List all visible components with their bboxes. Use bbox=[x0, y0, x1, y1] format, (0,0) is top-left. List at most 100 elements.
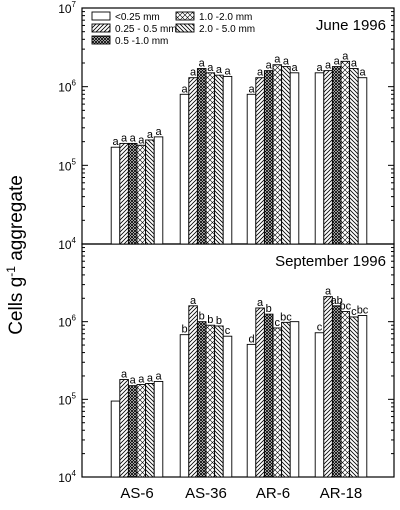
panel-1-title: June 1996 bbox=[316, 17, 386, 34]
panel-2-y-tick-label: 105 bbox=[58, 391, 76, 407]
panel-2-bar-letter: c bbox=[225, 325, 231, 337]
panel-1-bar-AR-18-1 bbox=[314, 72, 325, 245]
y-tick-label-base: 10 bbox=[58, 81, 72, 95]
panel-1-bar-AS-6-4 bbox=[136, 144, 147, 245]
panel-1-bar-AS-36-3 bbox=[196, 68, 207, 245]
panel-1-bar-letter: a bbox=[283, 56, 290, 68]
panel-1-bar-letter: a bbox=[216, 64, 223, 76]
panel-1-y-tick-label: 107 bbox=[58, 0, 76, 16]
y-tick-label-exponent: 7 bbox=[72, 0, 77, 9]
legend-label: 0.25 - 0.5 mm bbox=[115, 24, 177, 35]
panel-2-bar-AR-6-2 bbox=[255, 307, 265, 478]
legend-swatch bbox=[175, 23, 195, 33]
panel-1-bar-letter: a bbox=[130, 132, 137, 144]
panel-2-bar-AR-6-1 bbox=[246, 343, 257, 478]
panel-1-bar-AR-6-4 bbox=[272, 64, 283, 245]
panel-2-bar-letter: a bbox=[325, 286, 332, 298]
panel-2-bar-letter: a bbox=[138, 374, 145, 386]
panel-2-bar-AR-18-6 bbox=[357, 315, 368, 478]
panel-1-bar-letter: a bbox=[359, 67, 366, 79]
panel-1-bar-AR-6-2 bbox=[255, 77, 265, 245]
y-tick-label-base: 10 bbox=[58, 238, 72, 252]
panel-2-title: September 1996 bbox=[275, 253, 386, 270]
panel-1-bar-letter: a bbox=[351, 58, 358, 70]
panel-2-bar-AR-18-1 bbox=[314, 332, 325, 478]
panel-1-bar-AS-6-3 bbox=[127, 142, 138, 245]
y-axis-label-word: Cells g bbox=[6, 277, 27, 335]
panel-2-bar-AS-36-4 bbox=[205, 324, 216, 478]
y-tick-label-exponent: 6 bbox=[72, 314, 77, 323]
panel-1-bar-letter: a bbox=[274, 54, 281, 66]
y-tick-label-exponent: 4 bbox=[72, 469, 77, 478]
panel-2-bar-letter: a bbox=[155, 370, 162, 382]
panel-2-frame bbox=[81, 243, 395, 478]
panel-2-bar-letter: b bbox=[199, 311, 205, 323]
panel-1-bar-letter: a bbox=[342, 50, 349, 62]
panel-1-bar-AR-18-3 bbox=[331, 66, 342, 245]
panel-2-y-tick-label: 104 bbox=[58, 469, 76, 485]
y-tick-label-base: 10 bbox=[58, 393, 72, 407]
panel-1-bar-AR-6-6 bbox=[289, 72, 300, 245]
panel-1-bar-letter: a bbox=[248, 83, 255, 95]
panel-1-bar-letter: a bbox=[112, 136, 119, 148]
y-axis-label: Cells g-1 aggregate bbox=[4, 175, 27, 335]
panel-1-bar-letter: a bbox=[138, 134, 145, 146]
y-axis-label-exponent: -1 bbox=[4, 266, 18, 277]
panel-2-bar-letter: c bbox=[317, 322, 323, 334]
panel-1-bar-letter: a bbox=[121, 132, 128, 144]
panel-1-y-tick-label: 105 bbox=[58, 157, 76, 173]
panel-1-bar-letter: a bbox=[257, 67, 264, 79]
panel-1-bar-letter: a bbox=[224, 65, 231, 77]
panel-1-y-tick-label: 106 bbox=[58, 79, 76, 95]
panel-1-bar-letter: a bbox=[291, 62, 298, 74]
panel-2-bar-AS-6-5 bbox=[145, 383, 155, 478]
panel-2-bar-letter: d bbox=[248, 333, 254, 345]
panel-1-bar-AS-36-2 bbox=[188, 77, 198, 245]
panel-2-bar-AS-36-5 bbox=[214, 325, 224, 478]
panel-2-y-tick-label: 106 bbox=[58, 314, 76, 330]
y-tick-label-base: 10 bbox=[58, 471, 72, 485]
panel-2-bar-AR-18-4 bbox=[340, 311, 351, 478]
panel-2-bar-letter: a bbox=[190, 295, 197, 307]
panel-1-bar-letter: a bbox=[155, 126, 162, 138]
panel-2-bar-letter: ab bbox=[331, 295, 343, 307]
panel-2-bar-AS-6-6 bbox=[153, 380, 164, 478]
panel-1-bar-AS-6-1 bbox=[110, 146, 121, 245]
panel-2-bar-letter: a bbox=[130, 375, 137, 387]
y-tick-label-exponent: 6 bbox=[72, 79, 77, 88]
panel-1-bar-letter: a bbox=[199, 58, 206, 70]
panel-2-bar-AS-6-4 bbox=[136, 384, 147, 478]
panel-1-bar-AR-6-3 bbox=[263, 70, 274, 245]
category-label-AS-36: AS-36 bbox=[185, 485, 227, 502]
panel-1-bar-AS-6-2 bbox=[119, 142, 129, 245]
panel-1-bar-AR-18-6 bbox=[357, 77, 368, 245]
panel-2-bar-letter: b bbox=[181, 324, 187, 336]
panel-2-bar-AS-6-1 bbox=[110, 400, 121, 478]
panel-2-bar-letter: b bbox=[207, 314, 213, 326]
panel-1-y-tick-label: 104 bbox=[58, 236, 76, 252]
panel-2-bar-AS-36-1 bbox=[179, 334, 190, 478]
panel-1-bar-AR-6-1 bbox=[246, 93, 257, 245]
panel-2-bar-letter: bc bbox=[339, 301, 351, 313]
panel-1-bar-letter: a bbox=[266, 60, 273, 72]
panel-2-bar-AS-6-2 bbox=[119, 379, 129, 478]
bars-layer bbox=[110, 60, 368, 478]
panel-1-bar-letter: a bbox=[207, 62, 214, 74]
panel-2-bar-letter: b bbox=[216, 315, 222, 327]
legend-swatch bbox=[91, 35, 111, 45]
legend-label: <0.25 mm bbox=[115, 12, 160, 23]
panel-2-bar-letter: bc bbox=[357, 305, 369, 317]
y-axis-label-rest: aggregate bbox=[6, 175, 27, 266]
panel-1-bar-AS-6-6 bbox=[153, 136, 164, 245]
panel-2-bar-AS-36-6 bbox=[222, 335, 233, 478]
y-tick-label-base: 10 bbox=[58, 316, 72, 330]
panel-2-bar-AR-18-5 bbox=[349, 316, 359, 478]
panel-1-bar-letter: a bbox=[190, 67, 197, 79]
panel-2-bar-AR-6-3 bbox=[263, 313, 274, 478]
panel-1-bar-AR-18-2 bbox=[323, 70, 333, 245]
category-label-AS-6: AS-6 bbox=[120, 485, 153, 502]
panel-2-bar-letter: a bbox=[257, 297, 264, 309]
panel-1-bar-AR-6-5 bbox=[281, 66, 291, 245]
y-tick-label-exponent: 5 bbox=[72, 391, 77, 400]
